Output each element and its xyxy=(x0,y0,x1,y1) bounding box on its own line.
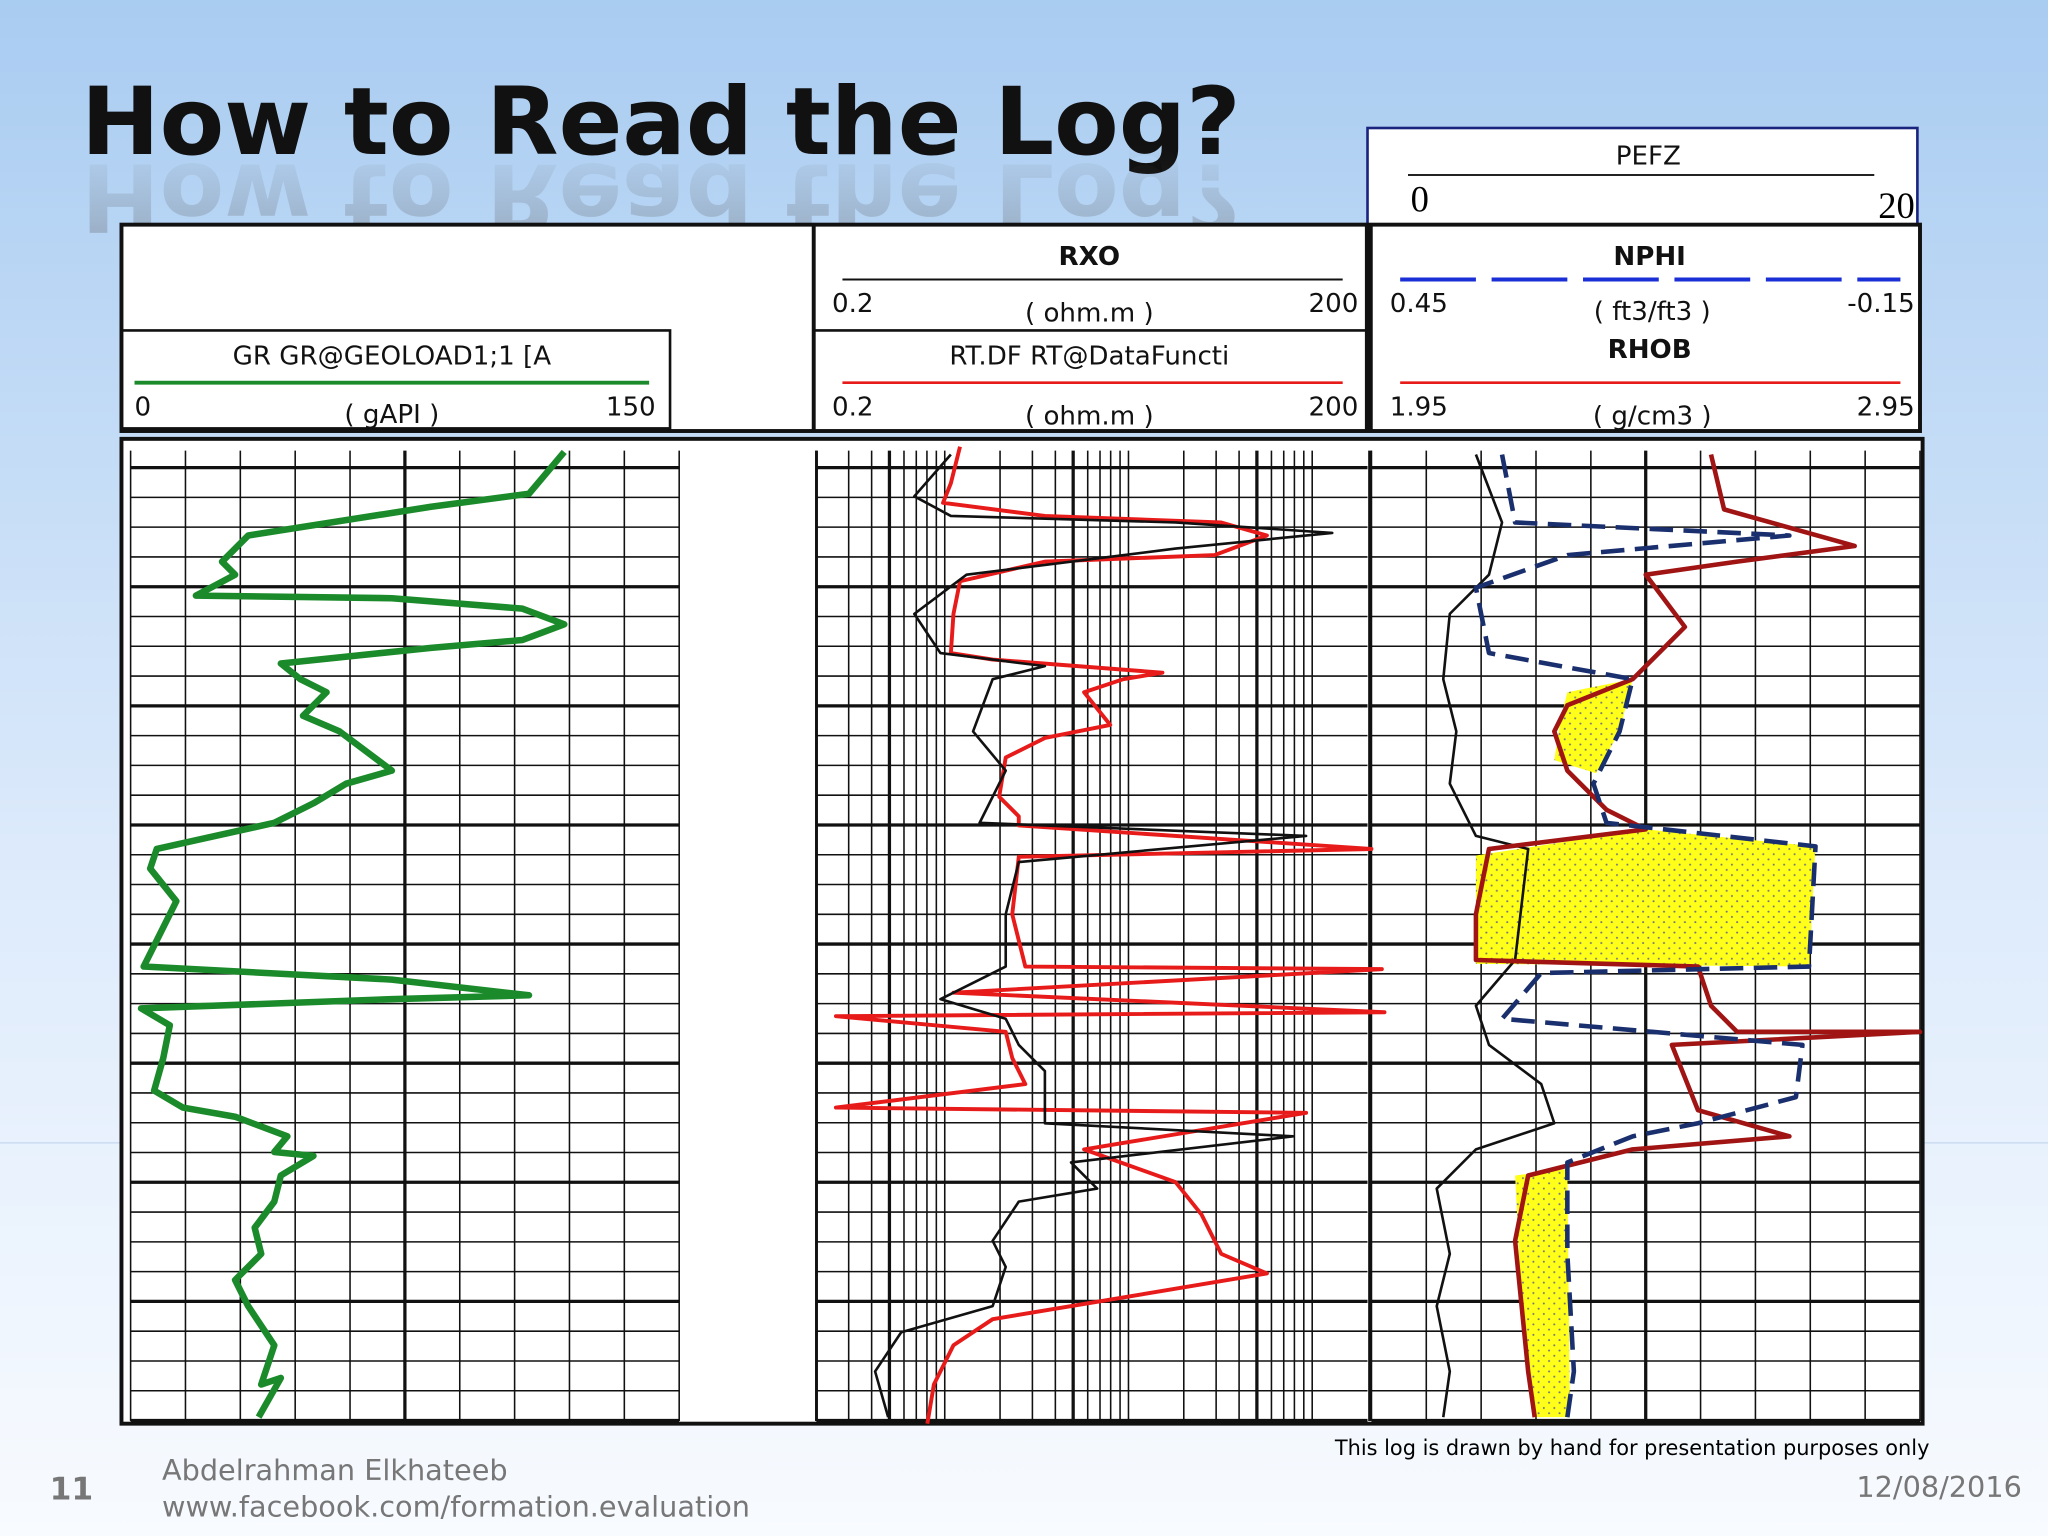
footnote: This log is drawn by hand for presentati… xyxy=(1334,1436,1930,1460)
pefz-curve xyxy=(1435,454,1556,1418)
nphi-max: -0.15 xyxy=(1847,289,1915,319)
rxo-min: 0.2 xyxy=(832,289,874,319)
rhob-unit: ( g/cm3 ) xyxy=(1593,401,1712,431)
rt-min: 0.2 xyxy=(832,392,874,422)
rhob-max: 2.95 xyxy=(1857,392,1915,422)
rhob-min: 1.95 xyxy=(1390,392,1448,422)
nphi-label: NPHI xyxy=(1613,242,1686,272)
nphi-min: 0.45 xyxy=(1390,289,1448,319)
rxo-unit: ( ohm.m ) xyxy=(1025,298,1154,328)
rt-curve xyxy=(833,446,1387,1424)
rxo-curve xyxy=(873,453,1334,1418)
rhob-label: RHOB xyxy=(1608,335,1692,365)
author: Abdelrahman Elkhateeb xyxy=(162,1453,508,1487)
log-curves xyxy=(137,446,1923,1424)
gr-label: GR GR@GEOLOAD1;1 [A xyxy=(233,341,552,371)
gr-header-box xyxy=(120,329,672,430)
slide-title: How to Read the Log? xyxy=(81,68,1241,177)
rt-label: RT.DF RT@DataFuncti xyxy=(949,341,1229,371)
hydrocarbon-fill xyxy=(1475,829,1816,967)
gr-max: 150 xyxy=(606,392,656,422)
gr-min: 0 xyxy=(135,392,152,422)
nphi-unit: ( ft3/ft3 ) xyxy=(1594,297,1711,327)
rxo-max: 200 xyxy=(1309,289,1359,319)
pefz-min: 0 xyxy=(1411,179,1429,220)
nphi-curve xyxy=(1473,454,1818,1418)
rt-max: 200 xyxy=(1309,392,1359,422)
pefz-max: 20 xyxy=(1878,185,1915,226)
rt-unit: ( ohm.m ) xyxy=(1025,401,1154,431)
rhob-curve xyxy=(1473,454,1923,1418)
page-number: 11 xyxy=(50,1471,94,1507)
pefz-box xyxy=(1366,126,1919,226)
gr-curve xyxy=(137,449,568,1419)
date: 12/08/2016 xyxy=(1856,1470,2022,1504)
blank-track xyxy=(680,450,816,1422)
gr-unit: ( gAPI ) xyxy=(344,400,439,430)
pefz-label: PEFZ xyxy=(1616,142,1681,172)
log-header xyxy=(119,222,1922,433)
rxo-label: RXO xyxy=(1059,242,1121,272)
url: www.facebook.com/formation.evaluation xyxy=(162,1489,750,1523)
